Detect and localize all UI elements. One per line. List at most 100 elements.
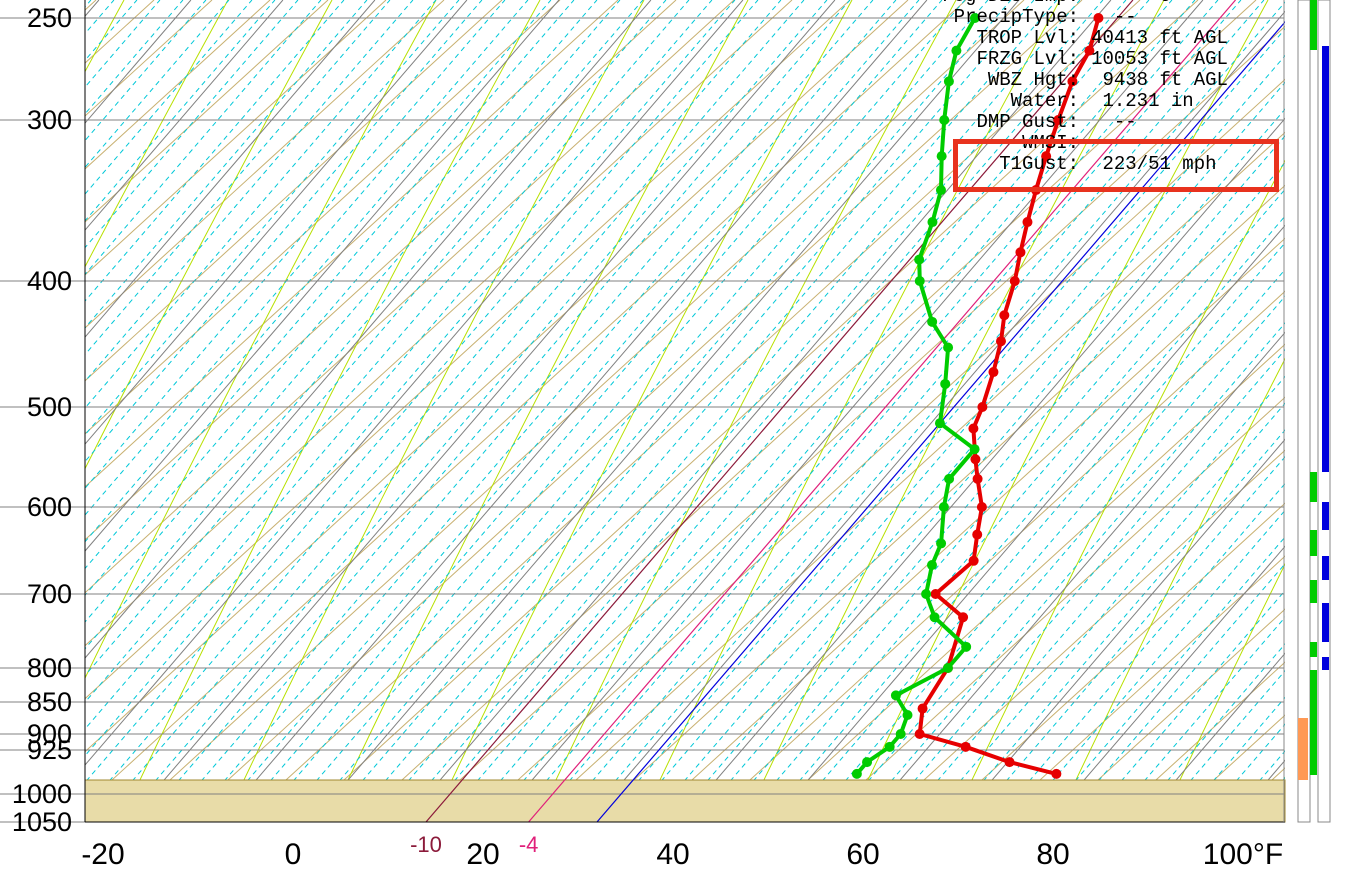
isotherm-grey bbox=[495, 0, 1204, 822]
pressure-tick-label: 400 bbox=[27, 266, 72, 296]
isotherm-line bbox=[96, 0, 805, 822]
isotherm-line bbox=[303, 0, 1012, 822]
isotherm-label: -10 bbox=[410, 832, 442, 857]
isotherm-line bbox=[85, 0, 299, 249]
side-bar-blue bbox=[1322, 46, 1329, 472]
isotherm-line bbox=[671, 108, 1285, 822]
info-row: Fog Dis Imp: C bbox=[920, 0, 1280, 7]
isotherm-line bbox=[1062, 563, 1285, 822]
isotherm-grey bbox=[1139, 652, 1285, 822]
isotherm-grey bbox=[403, 0, 1112, 822]
dry-adiabat bbox=[85, 0, 619, 488]
isotherm-line bbox=[85, 0, 690, 703]
isotherm-line bbox=[165, 0, 874, 822]
dewpoint-point bbox=[961, 641, 972, 652]
dewpoint-point bbox=[921, 589, 932, 599]
pressure-tick-label: 250 bbox=[27, 3, 72, 33]
isotherm-grey bbox=[771, 224, 1285, 822]
isotherm-line bbox=[602, 28, 1285, 822]
info-key: T1Gust: bbox=[999, 153, 1080, 175]
temperature-point bbox=[914, 729, 925, 739]
isotherm-line bbox=[142, 0, 851, 822]
side-bar-blue bbox=[1322, 502, 1329, 530]
dewpoint-point bbox=[969, 444, 980, 455]
temperature-point bbox=[930, 589, 941, 599]
side-bar-green bbox=[1310, 580, 1317, 603]
side-bars bbox=[1297, 0, 1331, 823]
dry-adiabat bbox=[85, 0, 329, 223]
info-value: 40413 ft AGL bbox=[1091, 27, 1228, 49]
temperature-point bbox=[972, 529, 983, 540]
isotherm-line bbox=[234, 0, 943, 822]
dry-adiabat bbox=[85, 0, 735, 594]
side-bar-green bbox=[1310, 472, 1317, 502]
dewpoint-point bbox=[939, 115, 950, 125]
dry-adiabat bbox=[85, 0, 909, 753]
moist-adiabat bbox=[85, 0, 333, 470]
dewpoint-point bbox=[944, 473, 955, 484]
isotherm-line bbox=[372, 0, 1081, 822]
isotherm-line bbox=[326, 0, 1035, 822]
temperature-point bbox=[1015, 247, 1026, 258]
dry-adiabat bbox=[355, 0, 1257, 822]
special-isotherm bbox=[596, 21, 1285, 822]
isotherm-line bbox=[85, 0, 460, 436]
isotherm-line bbox=[947, 429, 1285, 822]
temperature-tick-label: 20 bbox=[466, 838, 499, 871]
moist-adiabat bbox=[1159, 563, 1285, 822]
info-row: WBZ Hgt: 9438 ft AGL bbox=[920, 70, 1280, 91]
dewpoint-point bbox=[942, 663, 953, 673]
side-bar-orange bbox=[1298, 718, 1308, 780]
isotherm-line bbox=[85, 0, 368, 329]
side-bar-green bbox=[1310, 530, 1317, 556]
side-bar-blue bbox=[1322, 657, 1329, 670]
isotherm-grey bbox=[85, 0, 744, 766]
side-bar-frame bbox=[1317, 0, 1331, 823]
temperature-point bbox=[960, 741, 971, 752]
isotherm-line bbox=[740, 188, 1285, 822]
isotherm-line bbox=[85, 0, 414, 383]
dry-adiabat bbox=[935, 502, 1285, 822]
pressure-tick-label: 700 bbox=[27, 579, 72, 609]
isotherm-grey bbox=[85, 0, 560, 552]
isotherm-line bbox=[85, 0, 667, 677]
info-row: T1Gust: 223/51 mph bbox=[920, 154, 1280, 175]
dry-adiabat bbox=[239, 0, 1141, 822]
dewpoint-point bbox=[914, 254, 925, 265]
moist-adiabat bbox=[535, 0, 957, 822]
info-key: FRZG Lvl: bbox=[976, 48, 1080, 70]
pressure-tick-label: 300 bbox=[27, 105, 72, 135]
isotherm-line bbox=[280, 0, 989, 822]
isotherm-line bbox=[763, 215, 1285, 822]
temperature-point bbox=[972, 473, 983, 484]
isotherm-line bbox=[809, 268, 1285, 822]
isotherm-line bbox=[533, 0, 1242, 822]
moist-adiabat bbox=[431, 0, 853, 822]
pressure-tick-label: 800 bbox=[27, 653, 72, 683]
isotherm-line bbox=[924, 402, 1285, 822]
info-key: Water: bbox=[1010, 90, 1080, 112]
isotherm-line bbox=[855, 322, 1285, 822]
temperature-tick-label: -20 bbox=[81, 838, 124, 871]
dewpoint-point bbox=[936, 538, 947, 549]
isotherm-line bbox=[878, 349, 1285, 822]
moist-adiabat bbox=[1055, 357, 1285, 822]
info-key: PrecipType: bbox=[953, 6, 1080, 28]
dry-adiabat bbox=[181, 0, 1083, 822]
isotherm-line bbox=[85, 0, 506, 490]
info-panel: Fog Dis Imp: CPrecipType: --TROP Lvl:404… bbox=[920, 0, 1280, 175]
dry-adiabat bbox=[819, 396, 1285, 822]
info-key: DMP Gust: bbox=[976, 111, 1080, 133]
isotherm-line bbox=[85, 0, 575, 570]
dewpoint-point bbox=[927, 316, 938, 327]
isotherm-line bbox=[993, 482, 1285, 822]
isotherm-grey bbox=[955, 438, 1285, 822]
special-isotherm bbox=[425, 0, 1134, 822]
temperature-point bbox=[968, 423, 979, 434]
isotherm-line bbox=[119, 0, 828, 822]
info-key: TROP Lvl: bbox=[976, 27, 1080, 49]
isotherm-line bbox=[85, 0, 621, 623]
moist-adiabat bbox=[119, 0, 541, 822]
